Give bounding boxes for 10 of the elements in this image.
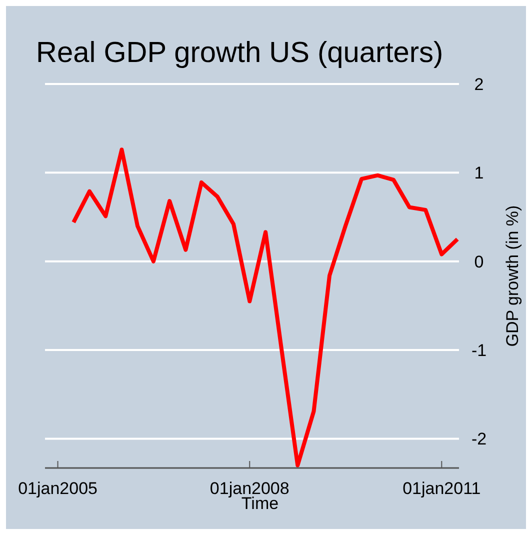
y-tick-label: -1 — [471, 341, 487, 360]
y-axis-title: GDP growth (in %) — [503, 205, 522, 347]
line-series — [72, 148, 460, 468]
chart-title: Real GDP growth US (quarters) — [36, 37, 444, 69]
y-tick-label: 0 — [474, 252, 484, 272]
y-tick-label: 1 — [474, 164, 484, 183]
y-tick-label: 2 — [474, 75, 484, 94]
x-tick-label: 01jan2005 — [18, 479, 98, 498]
y-tick-label: -2 — [471, 430, 487, 449]
x-tick-label: 01jan2011 — [402, 479, 481, 498]
